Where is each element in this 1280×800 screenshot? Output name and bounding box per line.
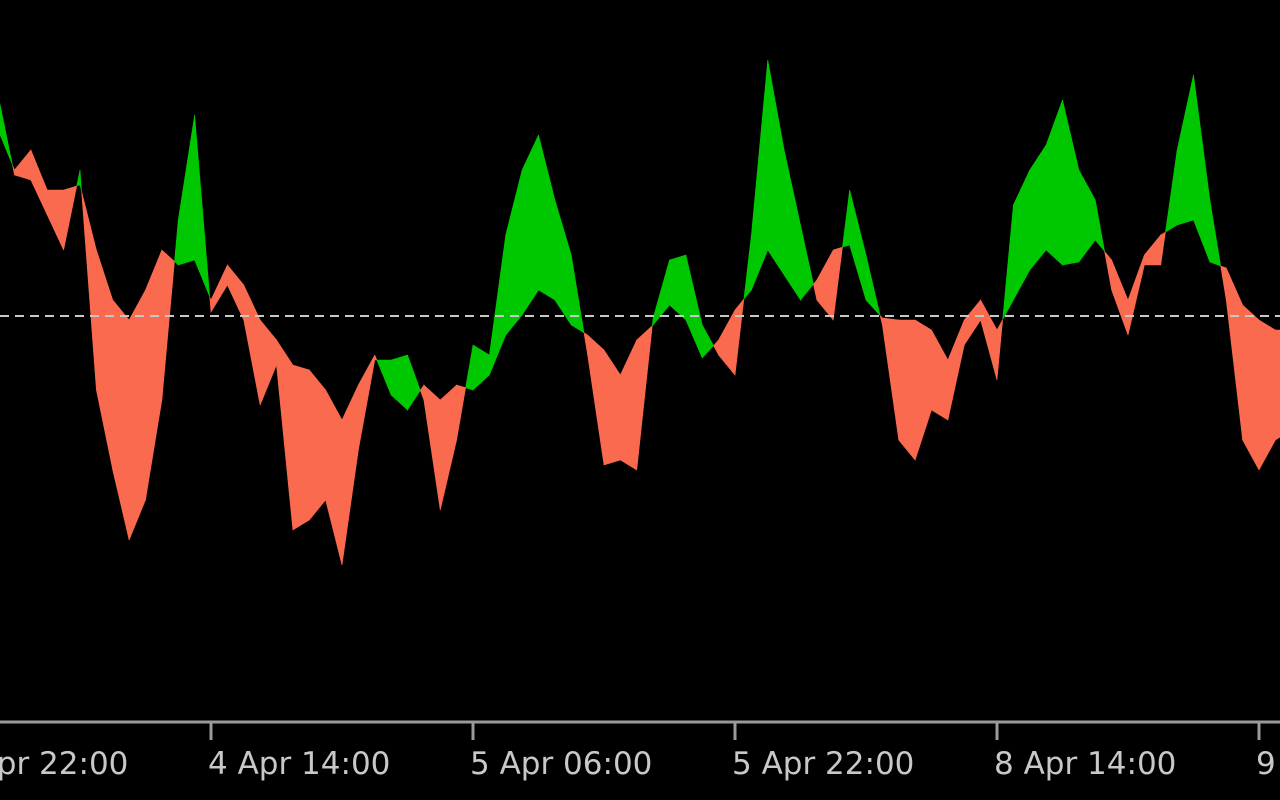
band-segment [701, 324, 714, 359]
x-tick-label: 5 Apr 06:00 [470, 746, 652, 782]
band-segment [128, 289, 146, 541]
band-segment [292, 364, 310, 531]
band-segment [407, 354, 421, 412]
band-segment [1275, 329, 1280, 441]
x-tick-label: 8 Apr 14:00 [994, 746, 1176, 782]
band-segment [374, 354, 378, 361]
band-segment [800, 224, 814, 301]
band-segment [996, 319, 1003, 381]
x-tick-label: 5 Apr 22:00 [732, 746, 914, 782]
band-segment [63, 185, 78, 251]
band-segment [898, 319, 916, 461]
band-segment [832, 246, 843, 321]
band-segment [79, 169, 82, 192]
x-axis: 3 Apr 22:00 4 Apr 14:00 5 Apr 06:00 5 Apr 2… [0, 720, 1280, 782]
band-segment [308, 369, 326, 521]
band-segment [865, 254, 881, 317]
band-segment [734, 298, 745, 376]
x-tick-label: 9 Apr 06:00 [1256, 746, 1280, 782]
band-segment [161, 249, 175, 401]
band-segment [1094, 199, 1106, 253]
band-segment [194, 114, 211, 298]
band-segment [0, 102, 13, 166]
x-tick-label: 3 Apr 22:00 [0, 746, 128, 782]
band-segment [456, 384, 466, 441]
band-segment [1160, 231, 1166, 266]
band-segment [570, 254, 585, 334]
band-layer [0, 59, 1280, 566]
band-segment [636, 325, 653, 471]
band-segment [1209, 199, 1222, 267]
x-tick-label: 4 Apr 14:00 [208, 746, 390, 782]
